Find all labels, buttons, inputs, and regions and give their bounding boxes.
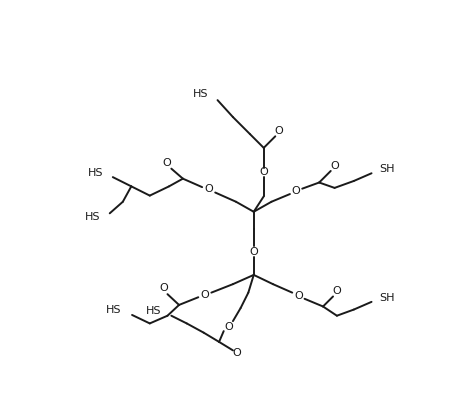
Text: HS: HS — [88, 168, 104, 178]
Text: HS: HS — [85, 212, 100, 222]
Text: O: O — [292, 186, 301, 196]
Text: O: O — [200, 290, 209, 300]
Text: O: O — [249, 247, 258, 257]
Text: O: O — [330, 160, 339, 171]
Text: O: O — [294, 291, 303, 301]
Text: O: O — [162, 158, 171, 168]
Text: O: O — [333, 286, 341, 296]
Text: SH: SH — [379, 164, 395, 174]
Text: O: O — [159, 283, 168, 293]
Text: HS: HS — [146, 306, 161, 316]
Text: O: O — [259, 168, 268, 178]
Text: O: O — [224, 322, 233, 332]
Text: HS: HS — [193, 89, 208, 99]
Text: SH: SH — [379, 293, 395, 303]
Text: O: O — [232, 349, 241, 359]
Text: O: O — [204, 184, 213, 195]
Text: HS: HS — [106, 305, 122, 315]
Text: O: O — [274, 126, 283, 136]
